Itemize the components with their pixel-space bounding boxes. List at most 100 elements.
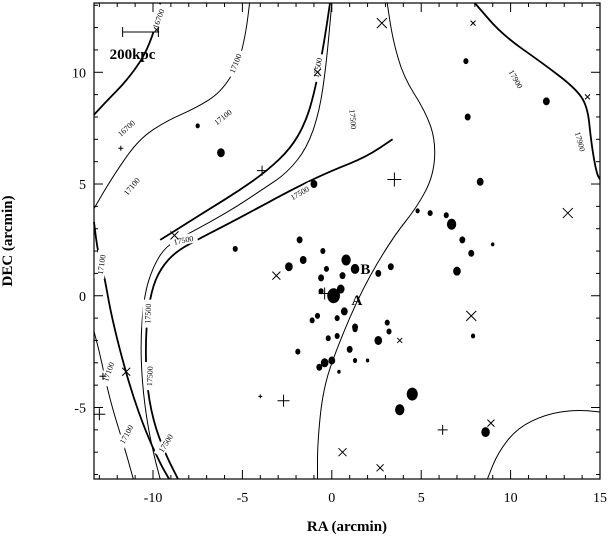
x-tick-label: 5	[418, 491, 425, 506]
galaxy-point	[464, 113, 471, 121]
annotation-label: A	[351, 293, 362, 309]
contour-17100-6	[93, 221, 170, 480]
tick-labels: -10 -5 0 5 10 15 -5 0 5 10	[72, 66, 607, 506]
galaxy-point	[327, 288, 340, 304]
galaxy-point	[481, 427, 490, 438]
galaxy-point	[336, 284, 345, 294]
plus-marker	[257, 165, 268, 176]
cross-marker	[376, 17, 388, 29]
contour-label-bg	[347, 104, 360, 134]
contour-label-bg	[98, 356, 118, 387]
galaxy-point	[463, 58, 469, 65]
galaxy-point	[314, 312, 321, 319]
contour-label-bg	[118, 172, 145, 201]
contour-label: 17100	[96, 254, 108, 275]
galaxy-point	[318, 288, 324, 295]
galaxy-point	[323, 265, 329, 272]
contour-17500-3	[317, 2, 436, 479]
galaxy-point	[309, 317, 315, 324]
plus-marker	[437, 424, 448, 435]
cross-marker	[272, 271, 281, 280]
contour-label-bg	[112, 115, 140, 142]
contour-17900-4	[474, 2, 601, 180]
scale-bar-label: 200kpc	[110, 47, 156, 63]
cross-marker	[470, 20, 476, 26]
contour-label: 17500	[312, 57, 324, 78]
plus-marker	[99, 372, 107, 380]
cross-marker	[396, 337, 403, 344]
cross-marker	[487, 419, 495, 427]
contour-label: 17500	[173, 234, 194, 247]
contour-label: 17900	[573, 131, 587, 153]
cross-marker	[338, 447, 347, 457]
galaxy-markers	[93, 17, 591, 472]
contour-label: 17500	[145, 366, 155, 386]
galaxy-point	[334, 315, 340, 322]
contour-17500-2	[159, 2, 331, 241]
galaxy-point	[316, 363, 323, 371]
contour-17900-9	[486, 409, 601, 480]
contour-label-bg	[284, 181, 315, 205]
contour-label-bg	[310, 53, 325, 83]
contour-label-bg	[153, 428, 178, 458]
galaxy-point	[406, 387, 418, 401]
y-tick-label: 0	[79, 290, 86, 305]
x-tick-label: 15	[593, 491, 607, 506]
y-tick-label: 5	[79, 178, 86, 193]
galaxy-point	[476, 177, 484, 186]
galaxy-point	[295, 348, 301, 355]
x-tick-label: -5	[237, 491, 249, 506]
galaxy-point	[453, 266, 461, 276]
plus-marker	[318, 287, 331, 300]
galaxy-point	[346, 345, 353, 353]
x-tick-label: 10	[504, 491, 518, 506]
cross-marker	[465, 310, 477, 322]
galaxy-point	[195, 123, 200, 129]
x-tick-label: -10	[144, 491, 163, 506]
galaxy-point	[318, 274, 325, 282]
galaxy-point	[491, 242, 495, 247]
galaxy-point	[459, 236, 466, 244]
cross-marker	[313, 68, 322, 77]
y-tick-label: 10	[72, 66, 86, 81]
galaxy-point	[310, 180, 318, 189]
contour-label-bg	[143, 362, 155, 391]
cross-marker	[584, 94, 591, 100]
x-axis-label: RA (arcmin)	[307, 519, 387, 535]
cross-marker	[562, 207, 574, 219]
contour-label: 17100	[118, 424, 135, 446]
galaxy-point	[352, 326, 358, 333]
y-axis-label: DEC (arcmin)	[0, 196, 16, 287]
galaxy-point	[375, 269, 382, 277]
contour-label-bg	[504, 64, 528, 94]
galaxy-point	[217, 148, 225, 158]
galaxy-point	[296, 236, 303, 244]
galaxy-point	[325, 335, 331, 342]
x-tick-label: 0	[328, 491, 335, 506]
galaxy-point	[352, 358, 358, 364]
galaxy-point	[341, 254, 351, 266]
plus-marker	[387, 172, 402, 187]
galaxy-point	[285, 262, 293, 272]
contour-labels: 1670016700171001710017100175001750017500…	[94, 3, 589, 458]
galaxy-point	[337, 369, 341, 374]
contour-17100-5	[93, 331, 134, 480]
contour-17500-7	[144, 138, 394, 480]
y-tick-label: -5	[74, 401, 86, 416]
contour-label: 17500	[347, 109, 358, 130]
galaxy-point	[446, 218, 457, 230]
galaxy-point	[339, 272, 346, 280]
galaxy-point	[443, 212, 449, 219]
galaxy-point	[334, 332, 340, 339]
contour-label-bg	[115, 419, 138, 450]
contour-label-bg	[148, 3, 168, 34]
contour-label: 17100	[228, 53, 244, 75]
galaxy-point	[340, 307, 348, 316]
galaxy-point	[395, 404, 405, 416]
plus-marker	[277, 394, 290, 407]
axis-ticks	[94, 3, 601, 479]
galaxy-point	[328, 356, 336, 365]
contour-label: 17500	[289, 184, 311, 202]
annotation-label: B	[360, 262, 370, 278]
